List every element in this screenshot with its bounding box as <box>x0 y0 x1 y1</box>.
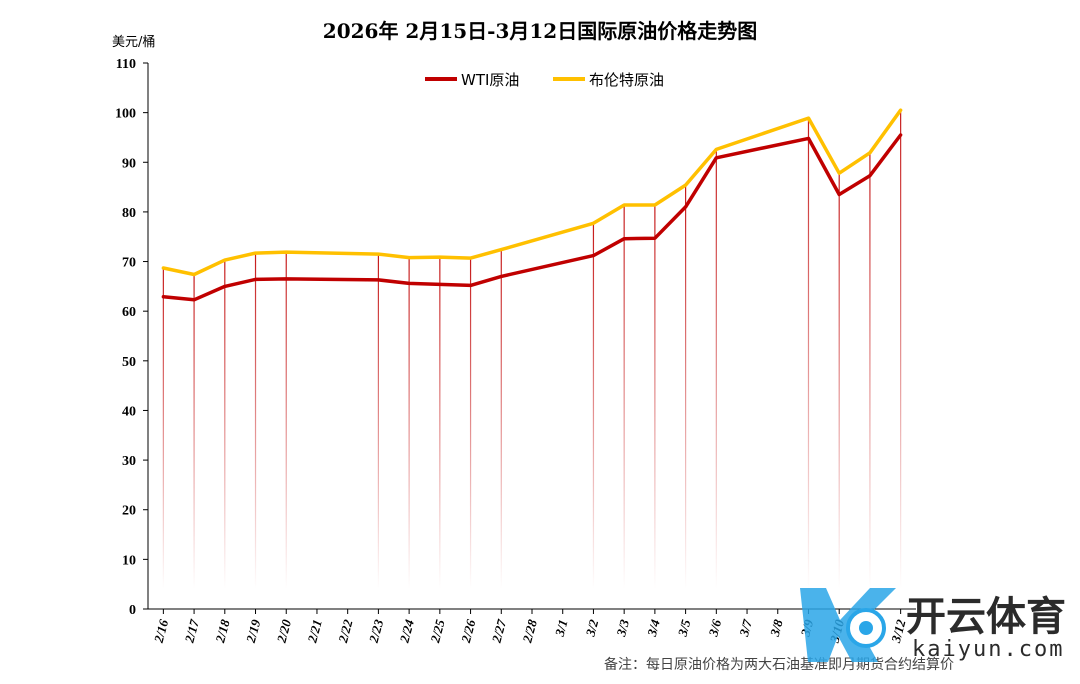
x-tick-label: 3/5 <box>674 617 693 638</box>
y-tick-label: 10 <box>122 553 136 568</box>
x-tick-label: 3/2 <box>582 617 601 638</box>
x-tick-label: 2/26 <box>458 617 479 645</box>
drop-line <box>715 149 717 589</box>
y-tick-label: 70 <box>122 256 136 271</box>
drop-line <box>869 152 871 590</box>
drop-lines <box>162 110 902 590</box>
drop-line <box>439 257 441 589</box>
x-tick-label: 2/24 <box>396 617 417 645</box>
y-tick-label: 80 <box>122 206 136 221</box>
x-tick-label: 2/21 <box>304 618 325 645</box>
drop-line <box>193 274 195 589</box>
drop-line <box>592 223 595 590</box>
drop-line <box>500 249 502 589</box>
footnote: 备注：每日原油价格为两大石油基准即月期货合约结算价 <box>604 656 954 673</box>
x-tick-label: 3/3 <box>613 617 632 638</box>
drop-line <box>900 110 902 590</box>
series-lines <box>161 108 903 302</box>
x-tick-label: 2/18 <box>212 617 233 645</box>
x-tick-label: 3/4 <box>644 617 663 638</box>
drop-line <box>254 253 257 589</box>
x-tick-label: 3/12 <box>888 617 909 645</box>
x-tick-label: 2/25 <box>427 617 448 645</box>
drop-line <box>623 204 625 589</box>
y-tick-label: 40 <box>122 404 136 419</box>
drop-line <box>408 257 410 589</box>
y-axis-unit-label: 美元/桶 <box>112 35 155 50</box>
y-tick-label: 50 <box>122 355 136 370</box>
x-tick-label: 2/23 <box>366 617 387 645</box>
watermark-logo: 开云体育 kaiyun.com <box>800 588 1066 662</box>
drop-line <box>807 118 810 589</box>
x-tick-label: 2/19 <box>243 617 264 645</box>
drop-line <box>654 204 656 589</box>
axes <box>147 63 916 610</box>
y-tick-label: 90 <box>122 156 136 171</box>
x-tick-label: 2/20 <box>273 617 294 645</box>
y-tick-label: 100 <box>115 107 136 122</box>
x-tick-label: 2/16 <box>151 617 172 645</box>
watermark-site-text: kaiyun.com <box>912 637 1064 662</box>
y-tick-label: 20 <box>122 504 136 519</box>
x-ticks: 2/16 2/17 2/18 2/19 2/20 2/21 2/22 2/23 2/24 2/25… <box>151 609 909 645</box>
drop-line <box>838 173 840 589</box>
x-tick-label: 2/22 <box>335 617 356 645</box>
drop-line <box>224 260 226 589</box>
x-tick-label: 3/7 <box>736 617 755 638</box>
y-tick-label: 110 <box>116 57 136 72</box>
legend: WTI原油 布伦特原油 <box>425 71 664 89</box>
drop-line <box>685 185 687 589</box>
series-line-wti <box>161 133 903 302</box>
drop-line <box>162 267 164 589</box>
y-tick-label: 60 <box>122 305 136 320</box>
legend-label: 布伦特原油 <box>589 71 664 89</box>
chart-title: 2026年 2月15日-3月12日国际原油价格走势图 <box>323 19 757 43</box>
x-tick-label: 3/8 <box>767 617 786 638</box>
watermark-brand-text: 开云体育 <box>906 594 1066 640</box>
x-tick-label: 3/6 <box>705 617 724 638</box>
y-ticks: 0 10 20 30 40 50 60 70 80 90 100 110 <box>115 57 148 618</box>
x-tick-label: 3/1 <box>552 618 571 639</box>
x-tick-label: 2/17 <box>181 617 202 645</box>
drop-line <box>285 252 287 589</box>
x-tick-label: 2/28 <box>519 617 540 645</box>
y-tick-label: 30 <box>122 454 136 469</box>
y-tick-label: 0 <box>129 603 136 618</box>
legend-label: WTI原油 <box>461 71 519 89</box>
drop-line <box>469 258 472 589</box>
drop-line <box>377 254 379 589</box>
series-line-brent <box>161 108 903 277</box>
x-tick-label: 2/27 <box>488 617 509 645</box>
